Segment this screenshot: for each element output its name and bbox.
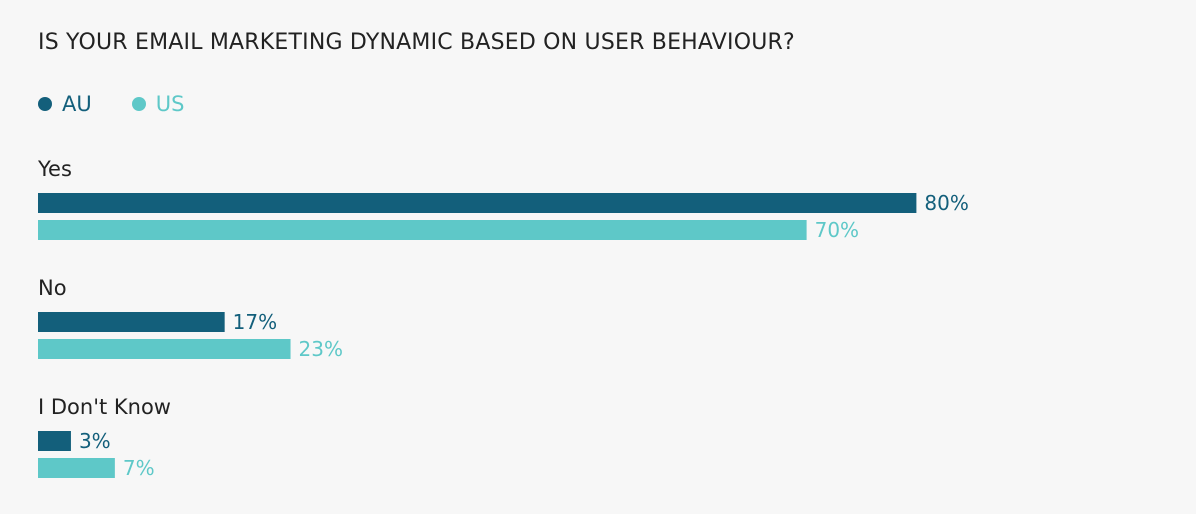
legend-item-au: AU xyxy=(38,92,92,116)
value-label-us-no: 23% xyxy=(299,337,343,361)
bar-us-yes xyxy=(38,220,807,240)
value-label-au-i-don-t-know: 3% xyxy=(79,429,111,453)
value-label-us-i-don-t-know: 7% xyxy=(123,456,155,480)
bar-us-i-don-t-know xyxy=(38,458,115,478)
category-label-yes: Yes xyxy=(37,157,72,181)
bar-us-no xyxy=(38,339,291,359)
legend-us-dot-icon xyxy=(131,97,146,111)
bar-au-yes xyxy=(38,193,917,213)
bar-au-i-don-t-know xyxy=(38,431,71,451)
value-label-au-no: 17% xyxy=(233,310,277,334)
value-label-au-yes: 80% xyxy=(924,191,968,215)
legend-au-label: AU xyxy=(62,92,92,116)
category-label-i-don-t-know: I Don't Know xyxy=(38,395,171,419)
legend-us-label: US xyxy=(155,92,185,116)
category-label-no: No xyxy=(38,276,67,300)
legend-au-dot-icon xyxy=(38,97,52,111)
bar-au-no xyxy=(38,312,225,332)
legend: AU US xyxy=(38,92,224,116)
value-label-us-yes: 70% xyxy=(815,218,859,242)
legend-item-us: US xyxy=(131,92,185,116)
chart-title: IS YOUR EMAIL MARKETING DYNAMIC BASED ON… xyxy=(38,30,795,55)
